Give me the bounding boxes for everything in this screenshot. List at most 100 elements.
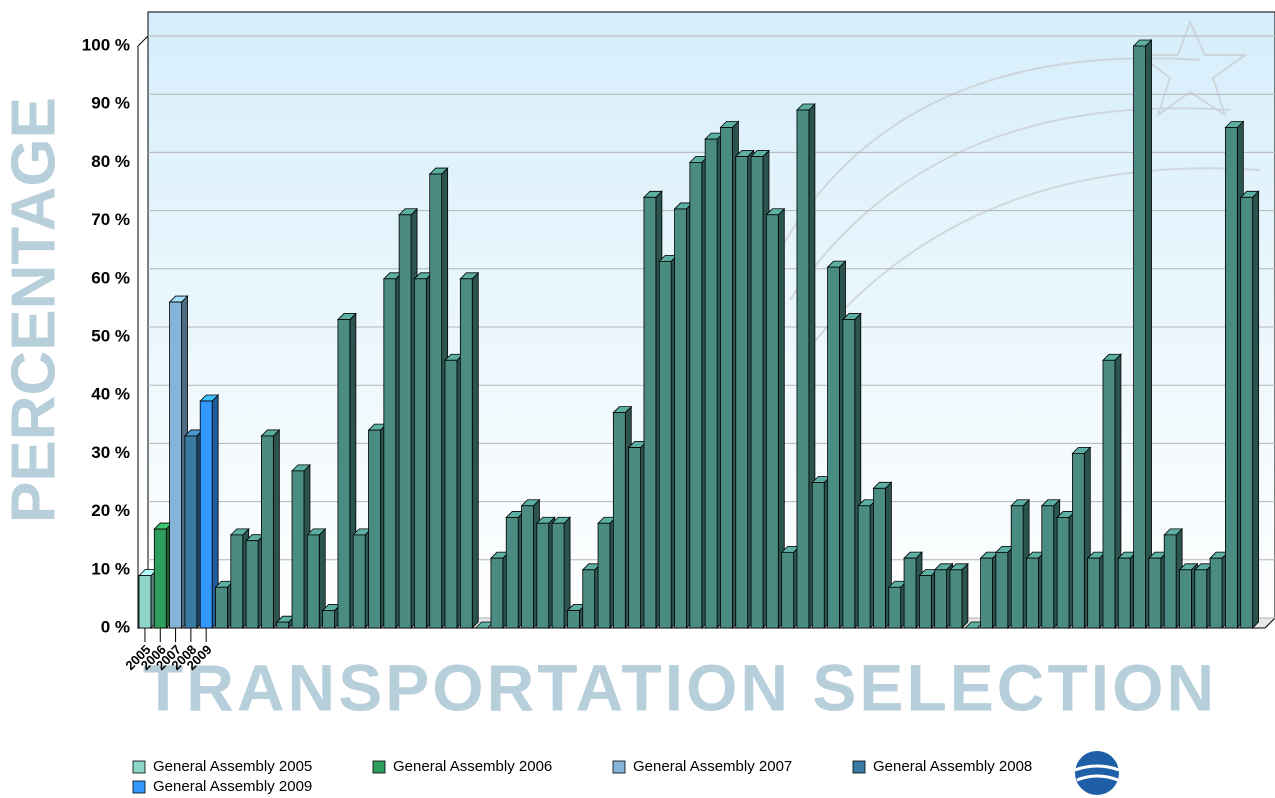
bar-front — [383, 278, 397, 629]
y-tick-label: 50 % — [91, 326, 130, 345]
bar-front — [628, 447, 641, 629]
bar-side — [1145, 39, 1152, 629]
y-tick-label: 0 % — [101, 617, 130, 636]
bar-front — [521, 505, 534, 629]
bar-front — [215, 586, 228, 629]
y-tick-label: 40 % — [91, 385, 130, 404]
bar-front — [261, 435, 274, 629]
y-tick-label: 10 % — [91, 559, 130, 578]
bar-front — [1133, 45, 1146, 629]
bar-front — [1117, 557, 1131, 629]
bar-front — [735, 156, 749, 629]
bar-front — [1224, 127, 1238, 629]
bar — [1239, 190, 1260, 629]
legend-label: General Assembly 2008 — [873, 758, 1032, 775]
bar-front — [1026, 557, 1039, 629]
bar-front — [398, 214, 412, 629]
bar-front — [612, 412, 626, 629]
y-tick-label: 90 % — [91, 94, 130, 113]
bar-front — [551, 522, 565, 629]
bar-front — [536, 522, 550, 629]
bar-front — [1041, 505, 1055, 629]
legend-swatch — [852, 760, 866, 774]
bar-front — [276, 621, 290, 629]
bar-front — [980, 557, 993, 629]
bar-front — [567, 610, 580, 629]
bar-front — [505, 517, 519, 629]
bar-front — [704, 138, 718, 629]
bar-front — [169, 301, 182, 629]
y-tick-label: 20 % — [91, 501, 130, 520]
bar-side — [272, 428, 280, 629]
bar-front — [842, 319, 856, 629]
bar-front — [934, 569, 948, 629]
bar-front — [888, 586, 902, 629]
y-tick-label: 100 % — [82, 35, 130, 54]
logo — [1074, 751, 1120, 795]
bar-front — [1163, 534, 1177, 629]
axis-edge — [137, 35, 149, 47]
bar-front — [1240, 196, 1254, 629]
bar-front — [827, 266, 840, 629]
bar-front — [291, 470, 305, 629]
x-axis-label: TRANSPORTATION SELECTION — [143, 650, 1217, 724]
bar-front — [857, 505, 871, 629]
bar — [1132, 39, 1153, 629]
bar-front — [1071, 452, 1085, 629]
bar-front — [1148, 557, 1162, 629]
bar-front — [414, 278, 427, 629]
bar-front — [429, 173, 443, 629]
bar-front — [658, 260, 672, 629]
bar-front — [949, 569, 963, 629]
bar-front — [184, 435, 198, 629]
bar-front — [230, 534, 244, 629]
bar-front — [1194, 569, 1208, 629]
bar-front — [444, 359, 458, 629]
bar-front — [689, 161, 703, 629]
bar-front — [1010, 505, 1024, 629]
bar-front — [995, 551, 1009, 629]
bar — [949, 562, 969, 629]
bar-front — [368, 429, 381, 629]
bar-front — [245, 540, 259, 629]
bar-front — [459, 278, 473, 629]
bar-front — [720, 127, 733, 629]
y-tick-label: 80 % — [91, 152, 130, 171]
legend-swatch — [372, 760, 386, 774]
bar-front — [765, 214, 779, 629]
legend-label: General Assembly 2009 — [153, 778, 312, 795]
bar-front — [903, 557, 917, 629]
bar-front — [1087, 557, 1101, 629]
bar-front — [873, 487, 886, 629]
bar-front — [306, 534, 320, 629]
watermark — [779, 19, 1261, 361]
bar-side — [471, 271, 479, 629]
bar-front — [138, 575, 152, 629]
bar-front — [597, 522, 611, 629]
bar-front — [322, 610, 335, 629]
bar-front — [199, 400, 213, 629]
bar-front — [1179, 569, 1192, 629]
bar-front — [811, 482, 825, 629]
bar — [459, 271, 480, 629]
bar-front — [750, 156, 764, 629]
bar — [551, 516, 572, 629]
bar-front — [582, 569, 596, 629]
legend-swatch — [132, 780, 146, 794]
y-tick-label: 30 % — [91, 443, 130, 462]
legend-label: General Assembly 2007 — [633, 758, 792, 775]
bar-front — [352, 534, 366, 629]
legend-swatch — [132, 760, 146, 774]
y-tick-label: 60 % — [91, 268, 130, 287]
bar — [260, 428, 281, 629]
bar-side — [1252, 190, 1260, 629]
bar-front — [153, 528, 167, 629]
legend-label: General Assembly 2006 — [393, 758, 552, 775]
bar-front — [1209, 557, 1223, 629]
y-tick-label: 70 % — [91, 210, 130, 229]
bar-front — [918, 575, 932, 629]
legend-label: General Assembly 2005 — [153, 758, 312, 775]
bar-front — [781, 551, 794, 629]
bar-front — [337, 319, 351, 629]
